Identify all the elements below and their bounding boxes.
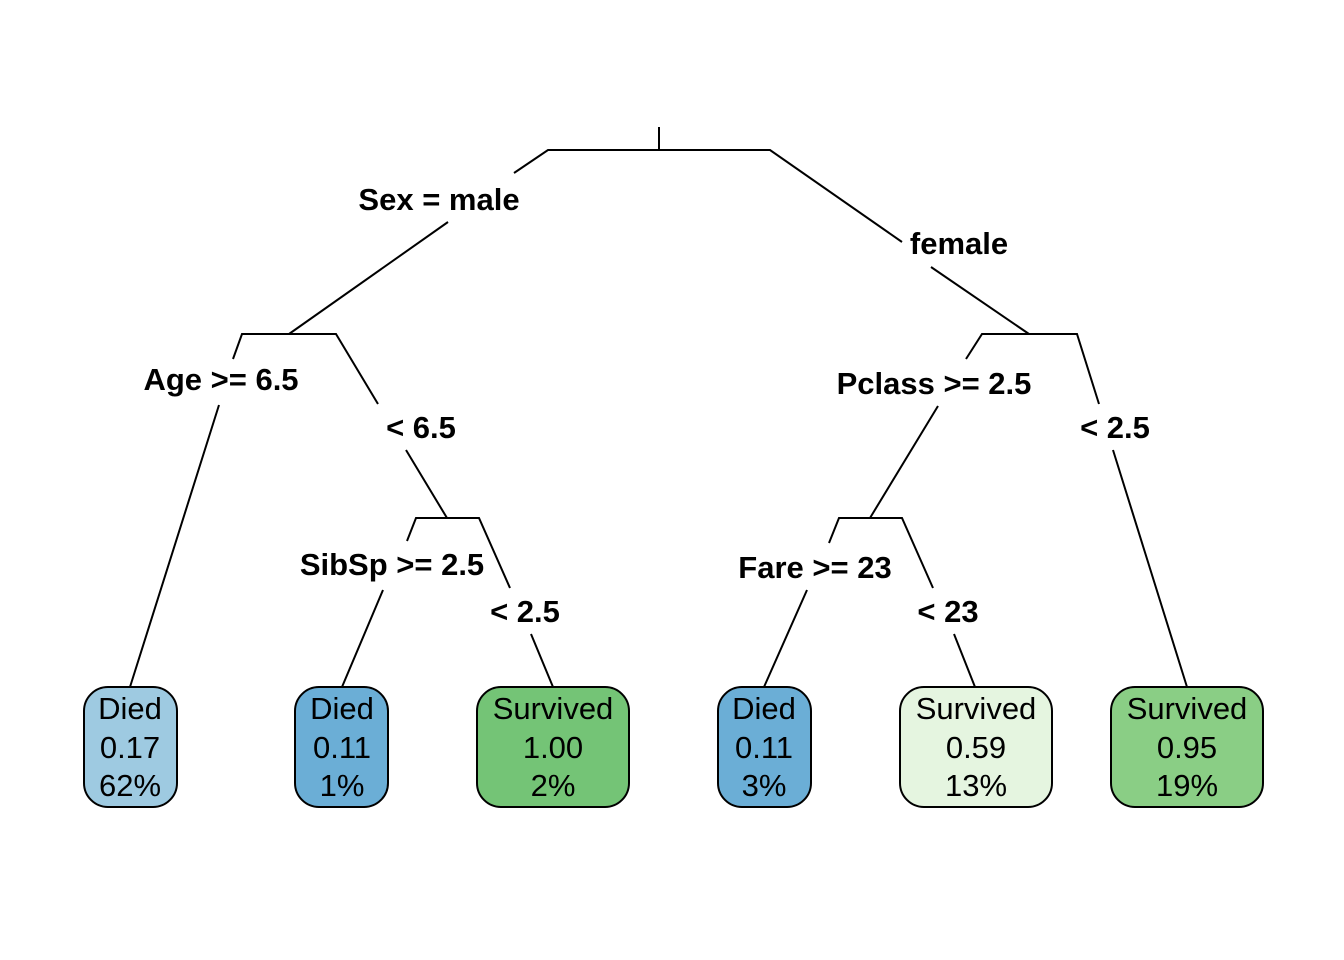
split-label-fare-ge: Fare >= 23 bbox=[738, 550, 891, 585]
leaf-probability: 0.11 bbox=[735, 730, 793, 765]
leaf-class-label: Survived bbox=[493, 691, 614, 726]
leaf-box bbox=[83, 686, 178, 808]
leaf-class-label: Died bbox=[98, 691, 162, 726]
split-label-sex-female: female bbox=[910, 226, 1008, 261]
edge-fare-lt bbox=[870, 517, 976, 688]
leaf-percentage: 19% bbox=[1156, 768, 1218, 803]
leaf-class-label: Survived bbox=[916, 691, 1037, 726]
edge-age-lt bbox=[289, 333, 448, 519]
edge-pclass-lt bbox=[1029, 333, 1188, 688]
leaf-node: Died 0.11 1% bbox=[294, 686, 389, 808]
leaf-box bbox=[476, 686, 630, 808]
tree-edges bbox=[129, 127, 1188, 688]
leaf-probability: 0.59 bbox=[946, 730, 1006, 765]
split-label-pclass-ge: Pclass >= 2.5 bbox=[837, 366, 1032, 401]
leaf-probability: 0.11 bbox=[313, 730, 371, 765]
leaf-node: Survived 1.00 2% bbox=[476, 686, 630, 808]
split-labels: Sex = male female Age >= 6.5 < 6.5 SibSp… bbox=[143, 182, 1149, 629]
edge-sex-male bbox=[288, 149, 659, 335]
leaf-percentage: 3% bbox=[742, 768, 787, 803]
leaf-box bbox=[1110, 686, 1264, 808]
leaf-probability: 0.95 bbox=[1157, 730, 1217, 765]
leaf-node: Survived 0.59 13% bbox=[899, 686, 1053, 808]
edge-pclass-ge bbox=[869, 333, 1029, 519]
leaf-percentage: 13% bbox=[945, 768, 1007, 803]
leaf-class-label: Survived bbox=[1127, 691, 1248, 726]
leaf-percentage: 62% bbox=[99, 768, 161, 803]
split-label-age-ge: Age >= 6.5 bbox=[143, 362, 298, 397]
leaf-percentage: 2% bbox=[531, 768, 576, 803]
leaf-node: Survived 0.95 19% bbox=[1110, 686, 1264, 808]
edge-sibsp-lt bbox=[447, 517, 554, 688]
leaf-probability: 1.00 bbox=[523, 730, 583, 765]
edge-sex-female bbox=[659, 149, 1030, 335]
split-label-fare-lt: < 23 bbox=[917, 594, 978, 629]
leaf-class-label: Died bbox=[310, 691, 374, 726]
leaf-box bbox=[717, 686, 812, 808]
edge-age-ge bbox=[129, 333, 289, 688]
split-label-age-lt: < 6.5 bbox=[386, 410, 456, 445]
leaf-node: Died 0.17 62% bbox=[83, 686, 178, 808]
split-label-sibsp-lt: < 2.5 bbox=[490, 594, 560, 629]
leaf-box bbox=[294, 686, 389, 808]
edge-fare-ge bbox=[763, 517, 870, 688]
split-label-sex-male: Sex = male bbox=[358, 182, 519, 217]
leaf-nodes: Died 0.17 62% Died 0.11 1% Survived 1.00… bbox=[83, 686, 1264, 808]
split-label-sibsp-ge: SibSp >= 2.5 bbox=[300, 547, 484, 582]
edge-sibsp-ge bbox=[341, 517, 447, 688]
leaf-probability: 0.17 bbox=[100, 730, 160, 765]
leaf-percentage: 1% bbox=[320, 768, 365, 803]
leaf-node: Died 0.11 3% bbox=[717, 686, 812, 808]
split-label-pclass-lt: < 2.5 bbox=[1080, 410, 1150, 445]
leaf-box bbox=[899, 686, 1053, 808]
leaf-class-label: Died bbox=[732, 691, 796, 726]
